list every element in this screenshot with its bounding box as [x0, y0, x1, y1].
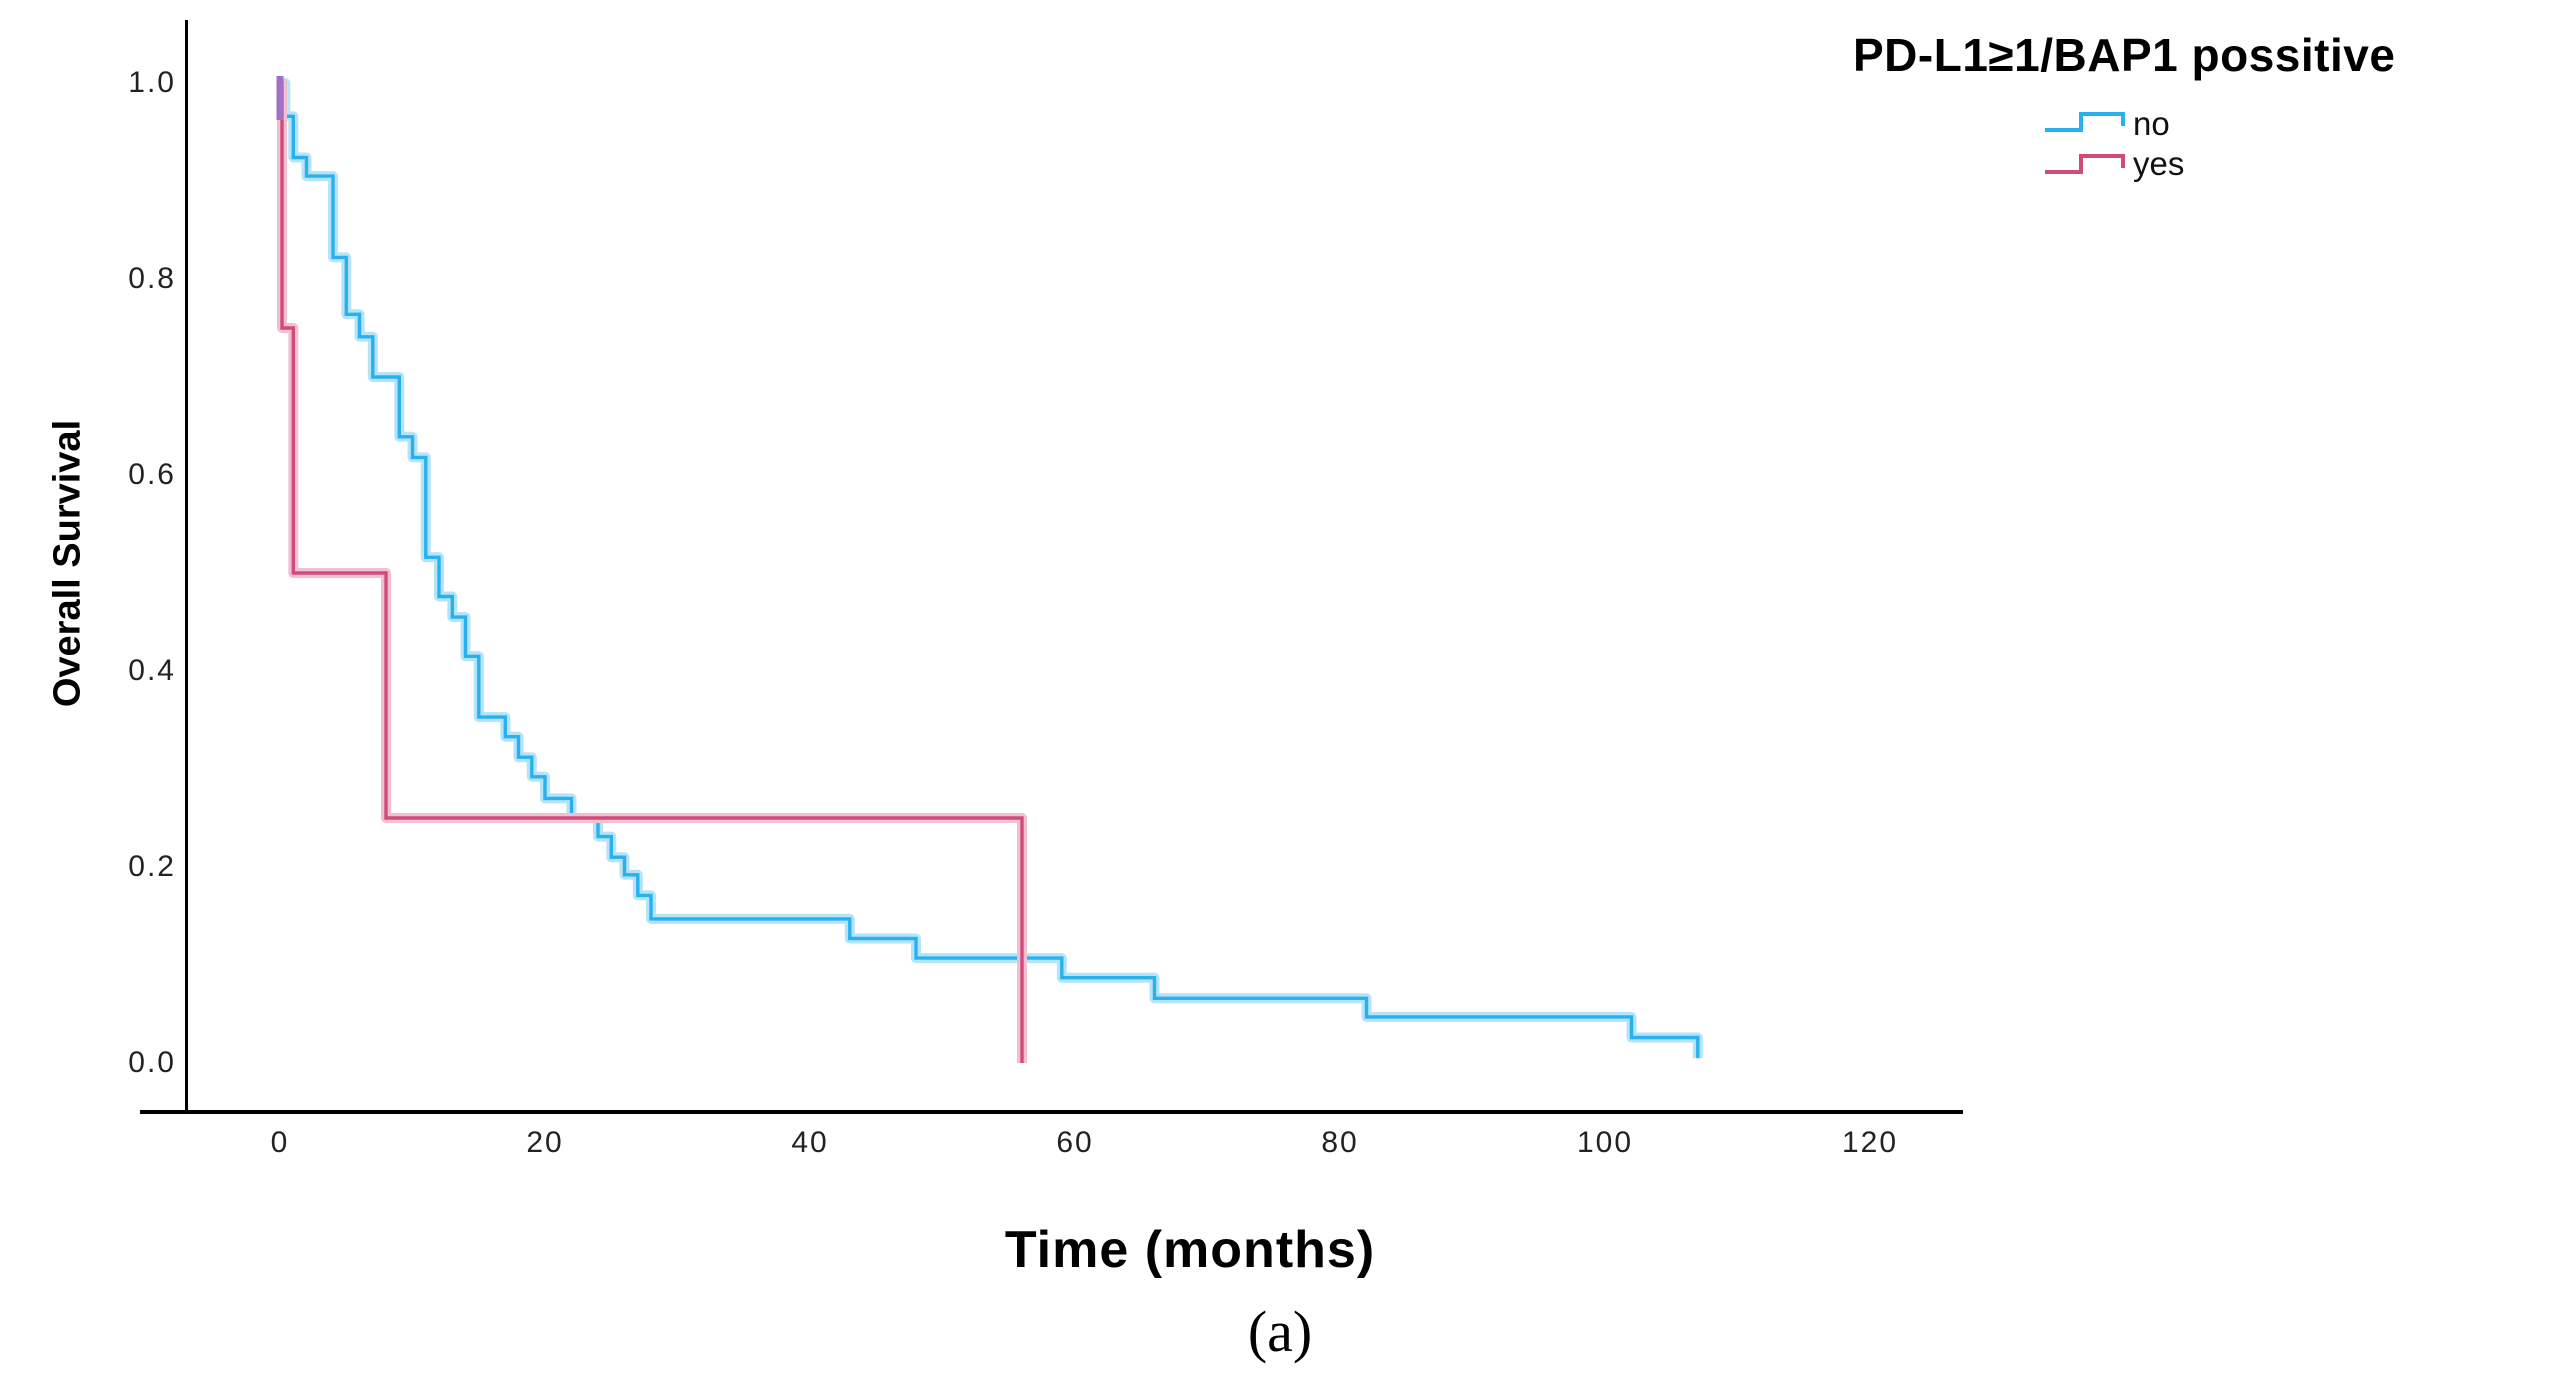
survival-curve-no-halo — [280, 78, 1703, 1059]
survival-curve-no — [280, 81, 1700, 1059]
x-axis-title: Time (months) — [1004, 1221, 1376, 1279]
survival-curve-yes — [280, 81, 1024, 1063]
legend-step-icon-yes — [2045, 154, 2125, 174]
x-tick-60: 60 — [1056, 1126, 1094, 1159]
y-tick-0.4: 0.4 — [128, 654, 176, 687]
legend-label-yes: yes — [2133, 145, 2185, 182]
x-tick-0: 0 — [270, 1126, 290, 1159]
legend: PD-L1≥1/BAP1 possitive no yes — [1853, 28, 2396, 182]
x-tick-120: 120 — [1841, 1126, 1899, 1159]
y-axis-title: Overall Survival — [46, 419, 89, 708]
y-tick-0.8: 0.8 — [128, 262, 176, 295]
x-tick-20: 20 — [526, 1126, 564, 1159]
panel-label: (a) — [1247, 1299, 1313, 1364]
y-tick-1.0: 1.0 — [128, 66, 176, 99]
legend-step-icon-no — [2045, 112, 2125, 132]
y-tick-0.6: 0.6 — [128, 458, 176, 491]
x-axis-line — [140, 1110, 1963, 1114]
x-tick-80: 80 — [1321, 1126, 1359, 1159]
survival-curve-yes-halo — [277, 78, 1027, 1063]
y-tick-0.0: 0.0 — [128, 1046, 176, 1079]
y-axis-line — [185, 20, 188, 1112]
y-tick-0.2: 0.2 — [128, 850, 176, 883]
legend-label-no: no — [2133, 105, 2170, 142]
x-tick-100: 100 — [1576, 1126, 1634, 1159]
legend-title: PD-L1≥1/BAP1 possitive — [1853, 29, 2396, 81]
x-tick-40: 40 — [791, 1126, 829, 1159]
